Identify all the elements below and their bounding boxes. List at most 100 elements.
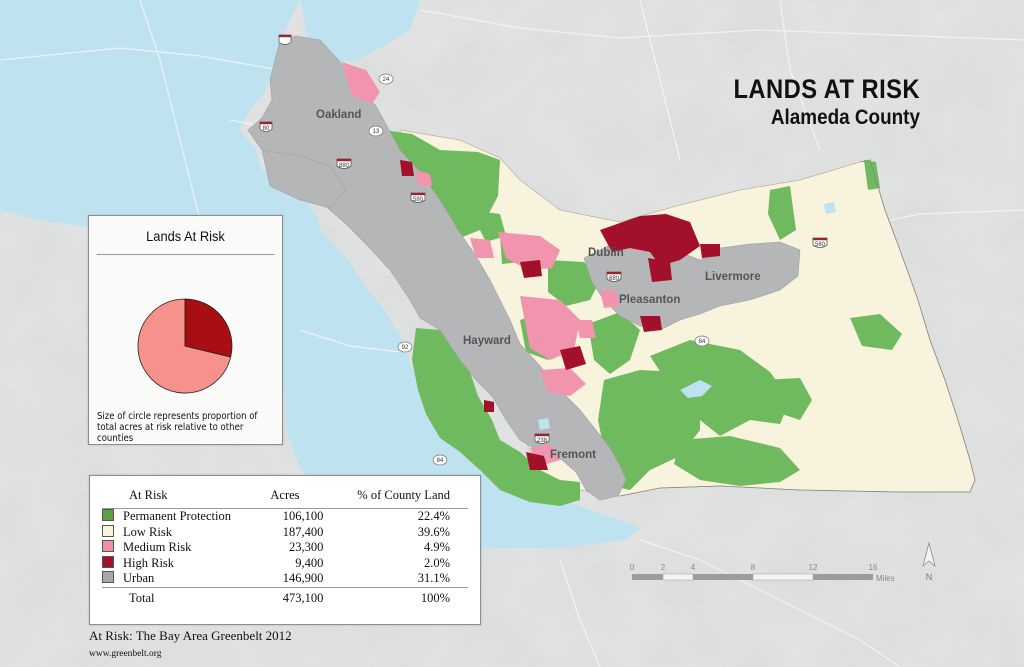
legend-swatch	[102, 524, 114, 537]
pie-note: Size of circle represents proportion of …	[97, 411, 258, 444]
legend-header-acres: Acres	[270, 486, 324, 509]
map-subtitle: Alameda County	[770, 106, 920, 129]
highway-shields: 24 13 80 580 880 92 84	[259, 34, 828, 466]
legend-label: High Risk	[123, 555, 175, 570]
shield-top	[278, 34, 292, 45]
legend-total-pct: 100%	[323, 586, 468, 606]
shield-880: 880	[336, 158, 352, 169]
map-title: LANDS AT RISK	[733, 74, 920, 104]
legend-acres: 146,900	[282, 571, 324, 586]
shield-580-label: 580	[413, 197, 424, 203]
shield-580-east: 580	[812, 237, 828, 248]
shield-24-label: 24	[383, 77, 390, 83]
city-oakland: Oakland	[316, 109, 361, 121]
shield-13-label: 13	[373, 129, 380, 135]
legend-label-cell: Urban	[102, 571, 270, 587]
scale-seg-5	[813, 574, 873, 580]
legend-total-label: Total	[102, 586, 271, 606]
pie-slice	[184, 298, 233, 358]
scale-tick-4: 4	[691, 563, 696, 572]
north-arrow: N	[922, 541, 936, 582]
legend-row: Urban 146,900 31.1%	[102, 571, 468, 587]
shield-84-east: 84	[694, 335, 710, 347]
legend-label-cell: Low Risk	[102, 524, 270, 541]
city-pleasanton: Pleasanton	[619, 294, 680, 306]
legend-label-cell: Medium Risk	[102, 540, 270, 556]
legend-body: Permanent Protection 106,100 22.4% Low Risk…	[102, 509, 468, 606]
urban-west-oakland	[261, 149, 347, 209]
legend-swatch	[102, 571, 114, 584]
shield-24: 24	[378, 73, 394, 85]
legend-acres: 23,300	[289, 540, 324, 555]
legend-row: Medium Risk 23,300 4.9%	[102, 540, 468, 556]
upper-bay	[300, 0, 420, 62]
shield-92: 92	[397, 341, 413, 353]
shield-13: 13	[368, 125, 384, 137]
pie-slice	[137, 298, 232, 394]
city-fremont: Fremont	[550, 449, 596, 461]
shield-680-label: 680	[609, 276, 620, 282]
shield-92-label: 92	[402, 345, 409, 351]
scale-tick-12: 12	[809, 563, 818, 572]
legend-acres: 106,100	[282, 509, 324, 524]
legend-header-row: At Risk Acres % of County Land	[102, 486, 468, 509]
scale-tick-2: 2	[661, 563, 666, 572]
shield-580: 580	[410, 192, 426, 203]
legend-label: Permanent Protection	[123, 509, 231, 524]
legend-label: Low Risk	[123, 524, 172, 539]
legend-panel: At Risk Acres % of County Land Permanent…	[89, 475, 481, 625]
scale-seg-1	[632, 574, 663, 580]
legend-row: Permanent Protection 106,100 22.4%	[102, 509, 468, 525]
city-dublin: Dublin	[588, 247, 624, 259]
credit-text: At Risk: The Bay Area Greenbelt 2012	[89, 628, 292, 643]
lakes	[538, 202, 836, 430]
scale-seg-4	[752, 573, 814, 581]
legend-acres: 9,400	[295, 555, 324, 570]
legend-pct: 39.6%	[417, 524, 450, 539]
legend-label-cell: High Risk	[102, 555, 270, 572]
high-risk-lands	[400, 160, 720, 470]
shield-84e-label: 84	[699, 339, 706, 345]
pie-title: Lands At Risk	[96, 216, 275, 255]
north-label: N	[926, 572, 933, 582]
pie-panel: Lands At Risk Size of circle represents …	[88, 215, 283, 445]
legend-pct: 22.4%	[417, 509, 450, 524]
county-outline	[619, 159, 976, 497]
legend-total-acres: 473,100	[270, 586, 324, 606]
map-title-block: LANDS AT RISK Alameda County	[708, 74, 920, 132]
scale-bar: 0 2 4 8 12 16 Miles	[630, 563, 895, 583]
legend-swatch	[102, 555, 114, 568]
pie-chart	[137, 298, 233, 394]
scale-seg-3	[693, 574, 753, 580]
legend-acres: 187,400	[282, 524, 324, 539]
scale-unit: Miles	[876, 574, 895, 583]
legend-header-label: At Risk	[102, 486, 271, 509]
legend-total-row: Total 473,100 100%	[102, 586, 468, 606]
legend-pct: 31.1%	[417, 571, 450, 586]
city-hayward: Hayward	[463, 335, 511, 347]
bay-water	[0, 0, 640, 548]
shield-80: 80	[259, 121, 273, 132]
legend-table: At Risk Acres % of County Land Permanent…	[102, 486, 468, 606]
shield-84w-label: 84	[437, 458, 444, 464]
scale-seg-2	[662, 573, 694, 581]
city-livermore: Livermore	[705, 271, 761, 283]
legend-pct: 2.0%	[423, 555, 450, 570]
credit-url: www.greenbelt.org	[89, 649, 162, 659]
shield-580e-label: 580	[815, 242, 826, 248]
legend-label: Urban	[123, 571, 155, 586]
legend-row: High Risk 9,400 2.0%	[102, 555, 468, 572]
shield-80-label: 80	[263, 126, 270, 132]
legend-label-cell: Permanent Protection	[102, 509, 270, 525]
legend-swatch	[102, 540, 114, 553]
legend-row: Low Risk 187,400 39.6%	[102, 524, 468, 541]
shield-84-west: 84	[432, 454, 448, 466]
scale-tick-16: 16	[869, 563, 878, 572]
scale-tick-0: 0	[630, 563, 635, 572]
shield-680: 680	[606, 271, 622, 282]
scale-tick-8: 8	[751, 563, 756, 572]
legend-header-pct: % of County Land	[323, 486, 468, 509]
shield-238: 238	[534, 433, 550, 444]
